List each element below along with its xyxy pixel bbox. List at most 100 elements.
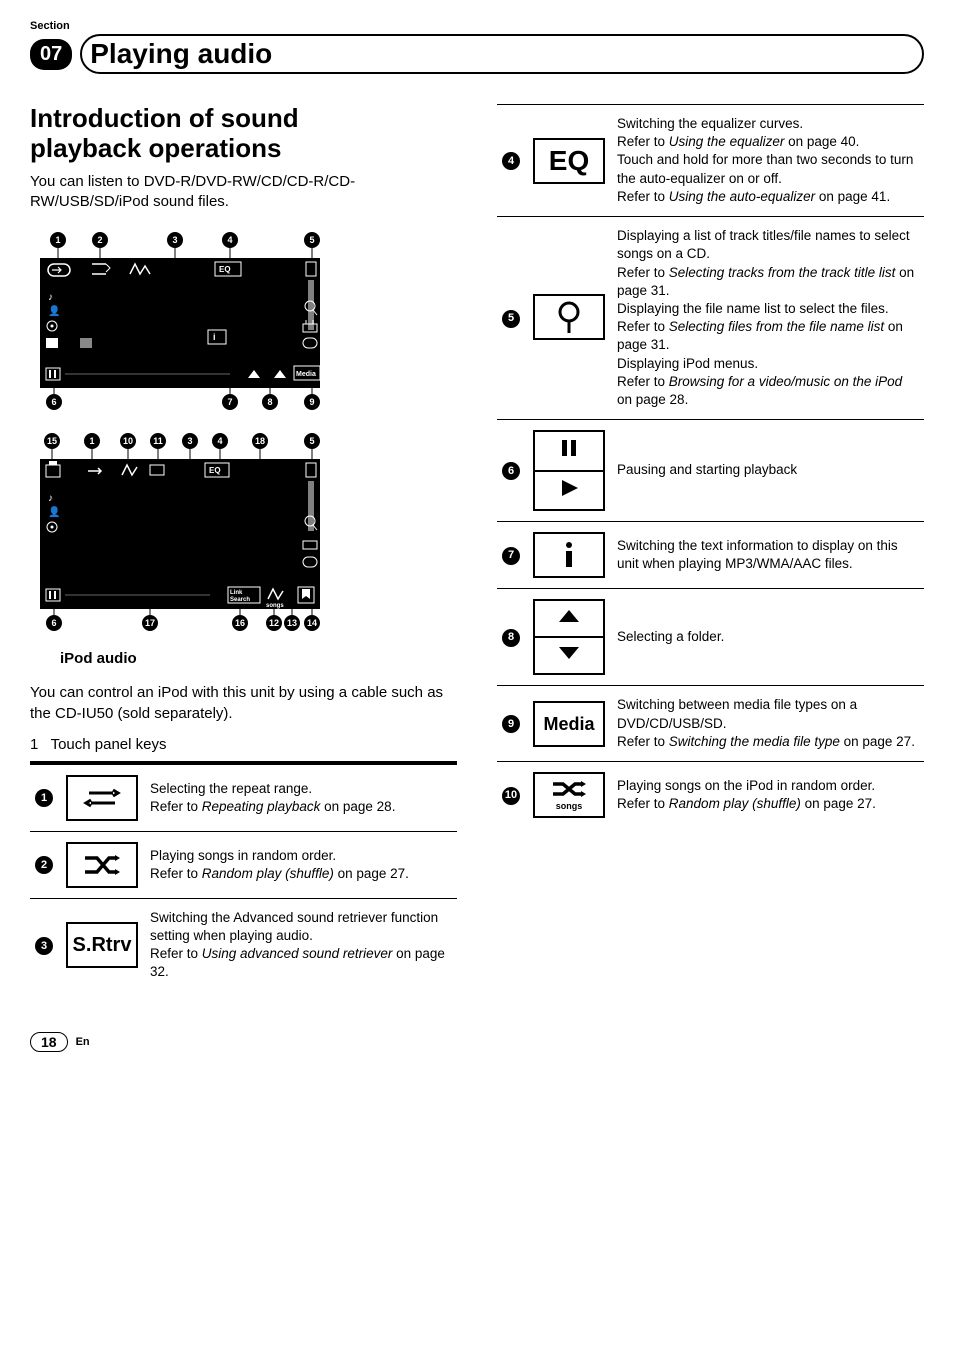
row-number-icon: 1 — [35, 789, 53, 807]
svg-text:4: 4 — [227, 235, 232, 245]
table-row: 5 Displaying a list of track titles/file… — [497, 217, 924, 420]
svg-text:8: 8 — [267, 397, 272, 407]
row-description-cell: Switching the text information to displa… — [613, 521, 924, 588]
svg-text:11: 11 — [153, 436, 163, 446]
row-number-icon: 9 — [502, 715, 520, 733]
svg-text:EQ: EQ — [209, 466, 221, 475]
svg-text:1: 1 — [89, 436, 94, 446]
main-title: Introduction of sound playback operation… — [30, 104, 457, 164]
row-description-cell: Displaying a list of track titles/file n… — [613, 217, 924, 420]
row-description-cell: Switching between media file types on a … — [613, 686, 924, 762]
row-description-cell: Pausing and starting playback — [613, 420, 924, 521]
row-number-icon: 2 — [35, 856, 53, 874]
svg-text:13: 13 — [287, 618, 297, 628]
row-number-icon: 10 — [502, 787, 520, 805]
row-key-icon — [525, 588, 613, 685]
row-ref: Refer to Using the equalizer on page 40. — [617, 134, 859, 149]
row-ref: Refer to Selecting tracks from the track… — [617, 265, 914, 298]
row-number-icon: 5 — [502, 310, 520, 328]
svg-text:♪: ♪ — [48, 493, 53, 504]
svg-text:👤: 👤 — [48, 304, 60, 317]
row-key-icon — [525, 521, 613, 588]
svg-text:14: 14 — [307, 618, 317, 628]
left-column: Introduction of sound playback operation… — [30, 104, 457, 992]
table-row: 8 Selecting a folder. — [497, 588, 924, 685]
row-key-icon — [525, 217, 613, 420]
page-footer: 18 En — [30, 1032, 924, 1052]
row-desc2: Displaying the file name list to select … — [617, 301, 889, 316]
svg-text:3: 3 — [187, 436, 192, 446]
svg-text:15: 15 — [47, 436, 57, 446]
svg-text:Search: Search — [230, 597, 250, 603]
diagram2-caption: iPod audio — [60, 650, 457, 667]
row-desc2: Touch and hold for more than two seconds… — [617, 152, 913, 185]
svg-text:6: 6 — [51, 618, 56, 628]
row-key-icon — [525, 420, 613, 521]
row-desc: Pausing and starting playback — [617, 462, 797, 477]
header-title: Playing audio — [90, 38, 272, 70]
header-row: 07 Playing audio — [30, 34, 924, 74]
svg-text:i: i — [213, 332, 216, 342]
row-description-cell: Selecting the repeat range. Refer to Repe… — [146, 764, 457, 831]
row-number-icon: 6 — [502, 462, 520, 480]
header-title-pill: Playing audio — [80, 34, 924, 74]
svg-text:Media: Media — [296, 371, 316, 378]
table-row: 9 Media Switching between media file typ… — [497, 686, 924, 762]
row-description-cell: Playing songs in random order. Refer to R… — [146, 831, 457, 898]
row-desc: Displaying a list of track titles/file n… — [617, 228, 910, 261]
row-ref2: Refer to Selecting files from the file n… — [617, 319, 903, 352]
row-key-icon — [58, 764, 146, 831]
svg-text:7: 7 — [227, 397, 232, 407]
row-description-cell: Playing songs on the iPod in random orde… — [613, 762, 924, 829]
table-row: 4 EQ Switching the equalizer curves. Refe… — [497, 105, 924, 217]
list-num: 1 — [30, 736, 38, 753]
svg-text:10: 10 — [123, 436, 133, 446]
list-label: Touch panel keys — [51, 736, 167, 753]
right-column: 4 EQ Switching the equalizer curves. Refe… — [497, 104, 924, 992]
device-diagram-1: 12345 EQ ♪ 👤 i — [30, 230, 330, 410]
svg-text:3: 3 — [172, 235, 177, 245]
row-key-icon: Media — [525, 686, 613, 762]
row-ref: Refer to Random play (shuffle) on page 2… — [150, 866, 409, 881]
row-desc: Switching the equalizer curves. — [617, 116, 803, 131]
svg-text:👤: 👤 — [48, 505, 60, 518]
table-row: 6 Pausing and starting playback — [497, 420, 924, 521]
svg-text:5: 5 — [309, 436, 314, 446]
content-columns: Introduction of sound playback operation… — [30, 104, 924, 992]
key-table-left: 1 Selecting the repeat range. Refer to Re… — [30, 764, 457, 992]
ipod-paragraph: You can control an iPod with this unit b… — [30, 683, 457, 724]
page-lang: En — [76, 1036, 90, 1048]
row-desc: Switching the text information to displa… — [617, 538, 898, 571]
row-key-icon: EQ — [525, 105, 613, 217]
page-header: Section 07 Playing audio — [30, 20, 924, 74]
svg-text:4: 4 — [217, 436, 222, 446]
touch-panel-label: 1 Touch panel keys — [30, 736, 457, 753]
svg-text:Link: Link — [230, 590, 243, 596]
row-description-cell: Switching the Advanced sound retriever f… — [146, 898, 457, 991]
row-desc: Selecting a folder. — [617, 629, 724, 644]
row-number-icon: 3 — [35, 937, 53, 955]
row-description-cell: Selecting a folder. — [613, 588, 924, 685]
device-diagram-2: 151101134185 EQ ♪ 👤 — [30, 431, 330, 631]
section-label: Section — [30, 20, 924, 32]
svg-text:9: 9 — [309, 397, 314, 407]
table-row: 3 S.Rtrv Switching the Advanced sound re… — [30, 898, 457, 991]
svg-text:6: 6 — [51, 397, 56, 407]
title-line2: playback operations — [30, 133, 281, 163]
table-row: 10 songs Playing songs on the iPod in ra… — [497, 762, 924, 829]
svg-text:12: 12 — [269, 618, 279, 628]
svg-text:1: 1 — [55, 235, 60, 245]
row-desc3: Displaying iPod menus. — [617, 356, 758, 371]
svg-text:17: 17 — [145, 618, 155, 628]
row-description-cell: Switching the equalizer curves. Refer to … — [613, 105, 924, 217]
title-line1: Introduction of sound — [30, 103, 299, 133]
section-number: 07 — [30, 39, 72, 70]
row-ref3: Refer to Browsing for a video/music on t… — [617, 374, 902, 407]
row-number-icon: 4 — [502, 152, 520, 170]
svg-text:songs: songs — [266, 603, 284, 609]
row-desc: Playing songs in random order. — [150, 848, 336, 863]
row-desc: Selecting the repeat range. — [150, 781, 312, 796]
table-row: 2 Playing songs in random order. Refer to… — [30, 831, 457, 898]
row-ref: Refer to Repeating playback on page 28. — [150, 799, 395, 814]
row-ref: Refer to Random play (shuffle) on page 2… — [617, 796, 876, 811]
